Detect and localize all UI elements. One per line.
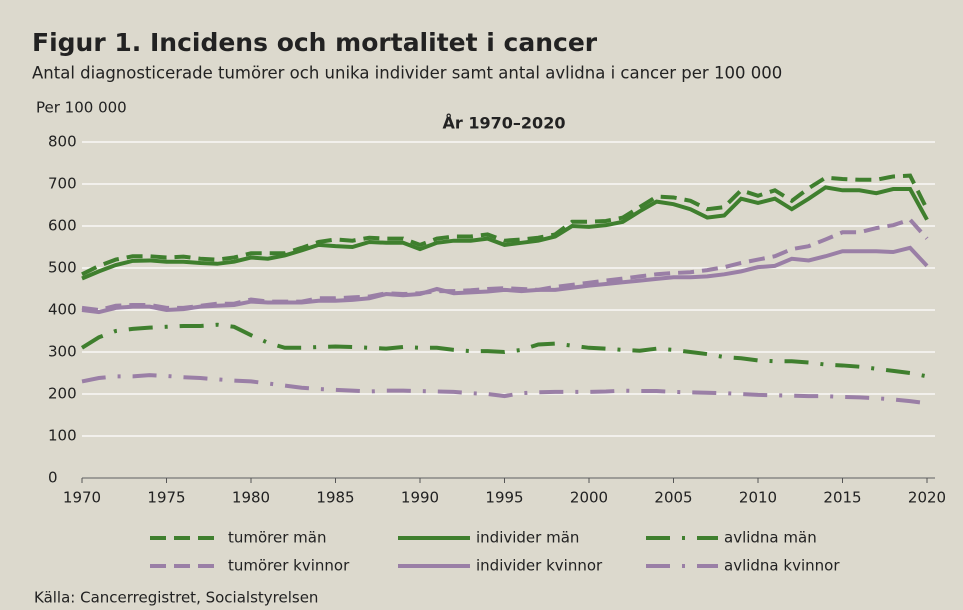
x-tick-label: 1980	[232, 489, 270, 507]
x-tick-label: 2020	[908, 489, 946, 507]
legend-label: tumörer kvinnor	[228, 557, 350, 575]
chart-title: Figur 1. Incidens och mortalitet i cance…	[32, 28, 598, 57]
y-tick-label: 600	[48, 217, 77, 235]
x-tick-label: 2000	[570, 489, 608, 507]
x-tick-label: 1975	[147, 489, 185, 507]
series-line	[81, 245, 929, 315]
plot-title: År 1970–2020	[443, 114, 566, 133]
y-tick-label: 500	[48, 259, 77, 277]
y-tick-label: 0	[48, 469, 58, 487]
series-line	[81, 217, 929, 313]
y-tick-label: 700	[48, 175, 77, 193]
y-tick-label: 400	[48, 301, 77, 319]
legend-label: avlidna män	[724, 529, 817, 547]
y-axis-label: Per 100 000	[36, 99, 127, 117]
x-tick-label: 2015	[823, 489, 861, 507]
legend-label: individer kvinnor	[476, 557, 603, 575]
y-tick-label: 300	[48, 343, 77, 361]
legend-label: avlidna kvinnor	[724, 557, 840, 575]
source: Källa: Cancerregistret, Socialstyrelsen	[34, 589, 318, 607]
x-tick-label: 2005	[654, 489, 692, 507]
legend-label: individer män	[476, 529, 579, 547]
y-tick-label: 200	[48, 385, 77, 403]
x-tick-label: 1990	[401, 489, 439, 507]
series-line	[81, 185, 929, 281]
x-tick-label: 2010	[739, 489, 777, 507]
x-tick-label: 1985	[316, 489, 354, 507]
y-tick-label: 800	[48, 133, 77, 151]
series-line	[81, 373, 928, 406]
series-line	[81, 173, 929, 277]
y-tick-label: 100	[48, 427, 77, 445]
x-tick-label: 1970	[63, 489, 101, 507]
chart-subtitle: Antal diagnosticerade tumörer och unika …	[32, 64, 782, 83]
x-tick-label: 1995	[485, 489, 523, 507]
legend-label: tumörer män	[228, 529, 327, 547]
series-line	[80, 322, 928, 379]
